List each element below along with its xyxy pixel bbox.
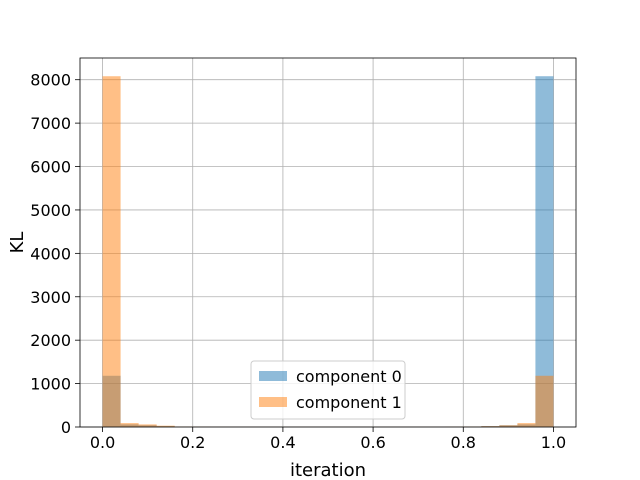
y-tick-label: 0	[61, 418, 71, 437]
legend: component 0 component 1	[250, 360, 406, 420]
bar-series-0	[535, 76, 554, 427]
x-axis-label: iteration	[290, 460, 366, 480]
legend-label: component 0	[296, 367, 402, 386]
bar-series-1	[535, 375, 554, 427]
legend-swatch	[259, 397, 287, 407]
y-tick-label: 3000	[30, 288, 71, 307]
bar-series-1	[499, 425, 518, 427]
x-tick-label: 0.8	[451, 433, 476, 452]
y-tick-label: 7000	[30, 114, 71, 133]
bar-series-1	[120, 423, 139, 427]
y-tick-label: 8000	[30, 71, 71, 90]
y-tick-label: 5000	[30, 201, 71, 220]
y-axis-label: KL	[7, 232, 28, 254]
bar-series-1	[517, 423, 536, 427]
bar-series-1	[481, 426, 500, 427]
bar-series-1	[156, 425, 175, 427]
y-tick-label: 6000	[30, 158, 71, 177]
x-tick-label: 0.2	[180, 433, 205, 452]
legend-box	[250, 360, 406, 420]
x-tick-label: 0.6	[360, 433, 385, 452]
y-tick-label: 4000	[30, 244, 71, 263]
bar-series-1	[102, 76, 121, 427]
x-tick-label: 0.0	[90, 433, 115, 452]
legend-label: component 1	[296, 393, 402, 412]
y-tick-label: 2000	[30, 331, 71, 350]
x-tick-label: 0.4	[270, 433, 295, 452]
x-tick-label: 1.0	[541, 433, 566, 452]
bar-series-1	[138, 424, 157, 427]
y-tick-label: 1000	[30, 375, 71, 394]
plot-frame	[79, 57, 577, 428]
axis-ticks: 0.0 0.2 0.4 0.6 0.8 1.0 0 1000 2000 3000 4000 5000 6…	[30, 71, 566, 452]
legend-swatch	[259, 371, 287, 381]
